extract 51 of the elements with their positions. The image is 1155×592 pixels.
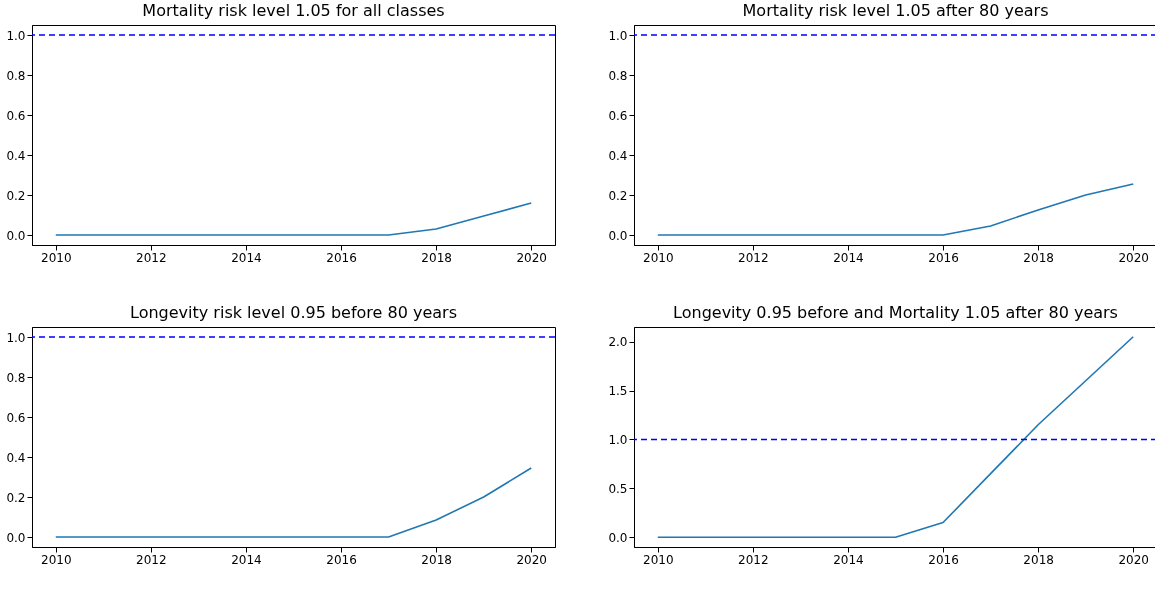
y-tick-label: 1.5	[608, 384, 628, 399]
y-tick-label: 0.0	[6, 228, 26, 243]
y-tick-label: 0.6	[6, 410, 26, 425]
y-tick-label: 0.4	[6, 148, 26, 163]
x-tick-label: 2020	[516, 552, 547, 567]
y-tick-label: 0.0	[608, 530, 628, 545]
y-tick-label: 0.0	[6, 530, 26, 545]
x-tick-label: 2012	[738, 250, 769, 265]
y-tick-label: 0.4	[6, 450, 26, 465]
y-tick-label: 0.2	[608, 188, 628, 203]
x-tick-label: 2012	[136, 250, 167, 265]
y-tick-label: 1.0	[608, 432, 628, 447]
y-tick-label: 1.0	[6, 330, 26, 345]
x-tick-label: 2016	[326, 552, 357, 567]
chart-title: Mortality risk level 1.05 for all classes	[142, 1, 445, 20]
x-tick-label: 2018	[421, 250, 452, 265]
y-tick-label: 0.8	[608, 68, 628, 83]
x-tick-label: 2014	[231, 552, 262, 567]
y-tick-label: 0.8	[6, 68, 26, 83]
x-tick-label: 2010	[41, 250, 72, 265]
x-tick-label: 2014	[833, 250, 864, 265]
chart-title: Longevity risk level 0.95 before 80 years	[130, 303, 457, 322]
x-tick-label: 2010	[643, 250, 674, 265]
x-tick-label: 2010	[41, 552, 72, 567]
x-tick-label: 2020	[516, 250, 547, 265]
x-tick-label: 2016	[928, 552, 959, 567]
chart-title: Longevity 0.95 before and Mortality 1.05 after 80 years	[673, 303, 1118, 322]
y-tick-label: 1.0	[608, 28, 628, 43]
y-tick-label: 0.2	[6, 490, 26, 505]
x-tick-label: 2018	[421, 552, 452, 567]
y-tick-label: 0.5	[608, 481, 628, 496]
x-tick-label: 2014	[231, 250, 262, 265]
x-tick-label: 2012	[738, 552, 769, 567]
x-tick-label: 2020	[1118, 552, 1149, 567]
y-tick-label: 0.4	[608, 148, 628, 163]
x-tick-label: 2018	[1023, 250, 1054, 265]
y-tick-label: 0.8	[6, 370, 26, 385]
x-tick-label: 2012	[136, 552, 167, 567]
y-tick-label: 0.6	[6, 108, 26, 123]
x-tick-label: 2016	[326, 250, 357, 265]
x-tick-label: 2018	[1023, 552, 1054, 567]
x-tick-label: 2014	[833, 552, 864, 567]
x-tick-label: 2016	[928, 250, 959, 265]
y-tick-label: 0.6	[608, 108, 628, 123]
y-tick-label: 0.2	[6, 188, 26, 203]
y-tick-label: 2.0	[608, 335, 628, 350]
y-tick-label: 1.0	[6, 28, 26, 43]
chart-title: Mortality risk level 1.05 after 80 years	[742, 1, 1049, 20]
x-tick-label: 2020	[1118, 250, 1149, 265]
x-tick-label: 2010	[643, 552, 674, 567]
y-tick-label: 0.0	[608, 228, 628, 243]
